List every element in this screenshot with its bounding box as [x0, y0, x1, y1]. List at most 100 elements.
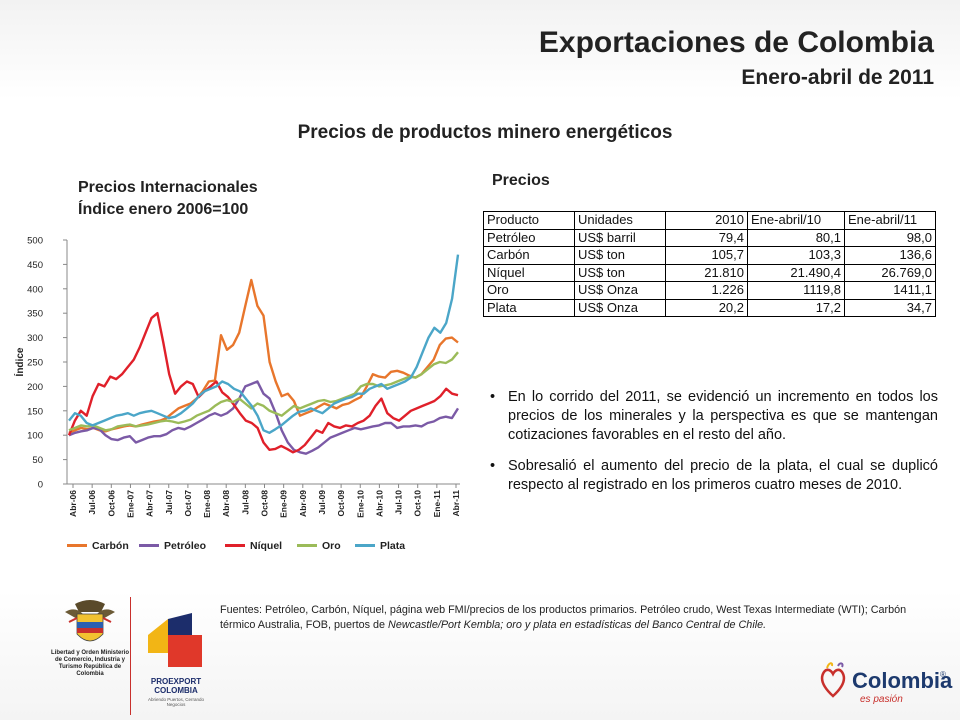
series-line-2: [67, 311, 459, 454]
bullet-marker: •: [490, 458, 496, 474]
x-tick-label: Oct-07: [183, 490, 193, 517]
legend-label: Níquel: [250, 540, 282, 552]
x-tick-label: Abr-08: [221, 490, 231, 517]
x-tick-label: Oct-10: [413, 490, 423, 517]
table-cell: 136,6: [844, 246, 936, 265]
y-tick-label: 400: [27, 284, 43, 295]
table-cell: 34,7: [844, 298, 936, 317]
x-tick-label: Oct-06: [106, 490, 116, 517]
bullet-text: Sobresalió el aumento del precio de la p…: [508, 458, 938, 493]
table-cell: 26.769,0: [844, 263, 936, 282]
table-cell: US$ ton: [574, 246, 666, 265]
table-row: Petróleo US$ barril 79,4 80,1 98,0: [483, 228, 936, 247]
table-cell: 21.490,4: [747, 263, 845, 282]
proexport-logo: [148, 613, 202, 667]
x-tick-label: Jul-09: [317, 490, 327, 515]
header-background: [0, 0, 960, 100]
table-header-cell: Ene-abril/10: [747, 211, 845, 230]
table-header-cell: Producto: [483, 211, 575, 230]
x-tick-label: Abr-11: [451, 490, 461, 517]
x-tick-label: Abr-09: [298, 490, 308, 517]
table-cell: Petróleo: [483, 228, 575, 247]
footer-background: [0, 590, 960, 720]
y-tick-label: 450: [27, 260, 43, 271]
table-cell: 103,3: [747, 246, 845, 265]
page-title: Exportaciones de Colombia: [538, 26, 934, 59]
x-tick-label: Ene-09: [279, 490, 289, 518]
x-tick-label: Abr-06: [68, 490, 78, 517]
y-tick-label: 0: [38, 480, 43, 491]
table-row: Níquel US$ ton 21.810 21.490,4 26.769,0: [483, 263, 936, 282]
y-tick-label: 100: [27, 431, 43, 442]
table-cell: 1119,8: [747, 281, 845, 300]
y-tick-label: 200: [27, 382, 43, 393]
y-tick-label: 250: [27, 358, 43, 369]
x-tick-label: Jul-06: [87, 490, 97, 515]
coat-of-arms-logo: [65, 600, 115, 642]
legend-label: Oro: [322, 540, 341, 552]
legend-label: Carbón: [92, 540, 129, 552]
footnote-text: Fuentes: Petróleo, Carbón, Níquel, págin…: [220, 604, 907, 631]
y-axis-title: Índice: [13, 347, 26, 376]
x-tick-label: Ene-08: [202, 490, 212, 518]
x-tick-label: Jul-10: [394, 490, 404, 515]
table-cell: 79,4: [665, 228, 748, 247]
table-cell: 98,0: [844, 228, 936, 247]
x-tick-label: Jul-08: [240, 490, 250, 515]
bullet-text: En lo corrido del 2011, se evidenció un …: [508, 389, 938, 443]
series-line-4: [68, 254, 460, 435]
footnote-italic-text: Newcastle/Port Kembla; oro y plata en es…: [388, 619, 767, 631]
y-tick-label: 150: [27, 406, 43, 417]
chart-title-line-1: Precios Internacionales: [78, 179, 258, 196]
table-cell: Oro: [483, 281, 575, 300]
x-tick-label: Abr-07: [145, 490, 155, 517]
x-tick-label: Abr-10: [374, 490, 384, 517]
table-row: Plata US$ Onza 20,2 17,2 34,7: [483, 298, 936, 317]
table-header-cell: Unidades: [574, 211, 666, 230]
price-index-chart: 0 50 100 150 200 250 300 350 400 450 500 Índice Abr-…: [13, 236, 461, 553]
table-cell: 80,1: [747, 228, 845, 247]
table-cell: 105,7: [665, 246, 748, 265]
x-tick-label: Oct-08: [260, 490, 270, 517]
table-cell: 21.810: [665, 263, 748, 282]
x-tick-label: Ene-11: [432, 490, 442, 518]
table-cell: US$ barril: [574, 228, 666, 247]
divider-line: [130, 597, 131, 715]
bullet-marker: •: [490, 389, 496, 405]
table-header-row: Producto Unidades 2010 Ene-abril/10 Ene-abri…: [483, 211, 936, 230]
table-header-cell: Ene-abril/11: [844, 211, 936, 230]
table-cell: US$ Onza: [574, 281, 666, 300]
x-tick-label: Ene-10: [355, 490, 365, 518]
table-cell: 1411,1: [844, 281, 936, 300]
page-subtitle: Enero-abril de 2011: [741, 66, 934, 89]
table-row: Oro US$ Onza 1.226 1119,8 1411,1: [483, 281, 936, 300]
table-cell: Carbón: [483, 246, 575, 265]
section-title: Precios de productos minero energéticos: [297, 122, 673, 143]
table-cell: US$ ton: [574, 263, 666, 282]
registered-mark: ®: [940, 670, 946, 679]
y-tick-label: 300: [27, 333, 43, 344]
proexport-tagline: Abriendo Puertos, Cerrando Negocios: [147, 697, 205, 707]
series-line-0: [68, 278, 459, 434]
x-tick-label: Jul-07: [164, 490, 174, 515]
y-tick-label: 500: [27, 236, 43, 247]
chart-title-line-2: Índice enero 2006=100: [78, 201, 249, 218]
bullet-item: • Sobresalió el aumento del precio de la…: [490, 457, 938, 495]
colombia-heart-icon: [820, 662, 846, 698]
legend-label: Plata: [380, 540, 405, 552]
legend-label: Petróleo: [164, 540, 206, 552]
proexport-name: PROEXPORT COLOMBIA: [150, 677, 202, 695]
table-row: Carbón US$ ton 105,7 103,3 136,6: [483, 246, 936, 265]
table-cell: 1.226: [665, 281, 748, 300]
colombia-brand-text: Colombia: [852, 668, 953, 693]
x-tick-label: Ene-07: [125, 490, 135, 518]
table-cell: US$ Onza: [574, 298, 666, 317]
table-header-cell: 2010: [665, 211, 748, 230]
colombia-tagline: es pasión: [860, 694, 903, 705]
series-line-1: [68, 380, 460, 455]
series-line-3: [68, 351, 459, 432]
content-panel: [180, 100, 800, 160]
table-cell: 17,2: [747, 298, 845, 317]
y-tick-label: 50: [32, 455, 43, 466]
